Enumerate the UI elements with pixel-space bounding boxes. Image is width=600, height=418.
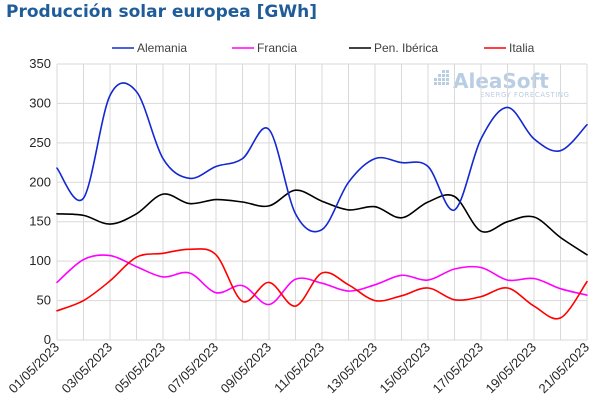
x-tick-label: 15/05/2023 <box>376 340 433 397</box>
y-tick-label: 50 <box>37 293 51 308</box>
legend: Alemania Francia Pen. Ibérica Italia <box>112 41 535 55</box>
y-tick-label: 150 <box>29 214 51 229</box>
x-tick-label: 17/05/2023 <box>429 340 486 397</box>
logo-dot <box>442 74 445 77</box>
series-line-italia <box>56 248 588 320</box>
logo-dot <box>434 78 437 81</box>
y-tick-label: 250 <box>29 135 51 150</box>
y-tick-label: 300 <box>29 95 51 110</box>
x-tick-label: 11/05/2023 <box>271 340 327 396</box>
x-tick-label: 03/05/2023 <box>58 340 115 397</box>
chart-title: Producción solar europea [GWh] <box>6 2 318 22</box>
y-tick-label: 0 <box>44 332 51 347</box>
logo-dot <box>446 70 449 73</box>
legend-label-francia: Francia <box>257 41 297 55</box>
logo-dot <box>438 78 441 81</box>
aleasoft-logo: AleaSoft ENERGY FORECASTING <box>434 69 569 99</box>
x-tick-label: 01/05/2023 <box>5 340 62 397</box>
series-line-alemania <box>56 82 588 233</box>
x-tick-label: 07/05/2023 <box>164 340 221 397</box>
logo-dot <box>446 78 449 81</box>
series-lines <box>56 82 588 320</box>
y-axis-tick-labels: 0 50 100 150 200 250 300 350 <box>29 56 51 347</box>
logo-wordmark: AleaSoft <box>453 69 549 93</box>
legend-label-alemania: Alemania <box>137 41 187 55</box>
logo-dot <box>446 74 449 77</box>
logo-dot-grid-icon <box>434 70 449 85</box>
logo-dot <box>442 70 445 73</box>
y-tick-label: 200 <box>29 174 51 189</box>
logo-dot <box>442 78 445 81</box>
logo-dot <box>434 82 437 85</box>
series-line-francia <box>56 254 588 306</box>
x-tick-label: 05/05/2023 <box>111 340 168 397</box>
logo-tagline: ENERGY FORECASTING <box>480 91 569 99</box>
grid-lines <box>56 63 588 341</box>
y-tick-label: 100 <box>29 253 51 268</box>
x-tick-label: 21/05/2023 <box>535 340 592 397</box>
x-tick-label: 19/05/2023 <box>482 340 539 397</box>
logo-dot <box>438 82 441 85</box>
y-tick-label: 350 <box>29 56 51 71</box>
logo-dot <box>438 74 441 77</box>
x-tick-label: 09/05/2023 <box>217 340 274 397</box>
logo-dot <box>446 82 449 85</box>
series-line-pen-iberica <box>56 189 588 256</box>
x-tick-label: 13/05/2023 <box>323 340 380 397</box>
legend-label-italia: Italia <box>509 41 535 55</box>
logo-dot <box>442 82 445 85</box>
legend-label-pen-iberica: Pen. Ibérica <box>374 41 438 55</box>
x-axis-tick-labels: 01/05/202303/05/202305/05/202307/05/2023… <box>5 340 592 397</box>
